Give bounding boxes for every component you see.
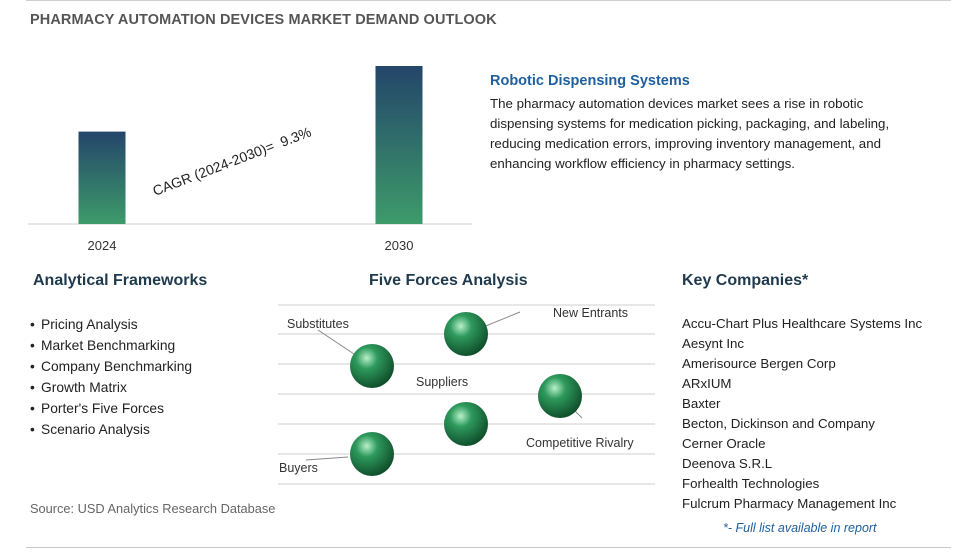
cagr-annotation: CAGR (2024-2030)= 9.3% xyxy=(150,123,313,198)
five-forces-diagram: Substitutes New Entrants Suppliers Compe… xyxy=(278,304,655,485)
list-item: Growth Matrix xyxy=(30,377,192,398)
companies-title: Key Companies* xyxy=(682,272,809,289)
full-list-note: *- Full list available in report xyxy=(723,521,877,535)
source-note: Source: USD Analytics Research Database xyxy=(30,501,276,516)
x-tick-2030: 2030 xyxy=(385,238,414,253)
list-item: Deenova S.R.L xyxy=(682,456,773,471)
sphere-buyers xyxy=(350,432,394,476)
list-item: Pricing Analysis xyxy=(30,314,192,335)
list-item: Amerisource Bergen Corp xyxy=(682,356,836,371)
list-item: Market Benchmarking xyxy=(30,335,192,356)
list-item: Accu-Chart Plus Healthcare Systems Inc xyxy=(682,316,923,331)
label-new-entrants: New Entrants xyxy=(553,306,628,320)
sphere-new-entrants xyxy=(444,312,488,356)
list-item: Fulcrum Pharmacy Management Inc xyxy=(682,496,897,511)
label-suppliers: Suppliers xyxy=(416,375,468,389)
bar-2024 xyxy=(78,131,126,224)
list-item: Scenario Analysis xyxy=(30,419,192,440)
list-item: Forhealth Technologies xyxy=(682,476,820,491)
page-title: PHARMACY AUTOMATION DEVICES MARKET DEMAN… xyxy=(30,12,497,28)
list-item: Company Benchmarking xyxy=(30,356,192,377)
bottom-divider xyxy=(26,547,951,548)
list-item: Becton, Dickinson and Company xyxy=(682,416,875,431)
label-competitive-rivalry: Competitive Rivalry xyxy=(526,436,634,450)
list-item: ARxIUM xyxy=(682,376,732,391)
sphere-substitutes xyxy=(350,344,394,388)
x-tick-2024: 2024 xyxy=(88,238,117,253)
sphere-suppliers xyxy=(444,402,488,446)
bar-chart: 2024 2030 CAGR (2024-2030)= 9.3% xyxy=(28,66,472,253)
frameworks-title: Analytical Frameworks xyxy=(33,272,208,289)
feature-title: Robotic Dispensing Systems xyxy=(490,73,690,89)
label-substitutes: Substitutes xyxy=(287,317,349,331)
list-item: Porter's Five Forces xyxy=(30,398,192,419)
feature-description: The pharmacy automation devices market s… xyxy=(490,96,890,171)
bar-2030 xyxy=(375,66,423,224)
list-item: Cerner Oracle xyxy=(682,436,766,451)
frameworks-list: Pricing Analysis Market Benchmarking Com… xyxy=(30,314,192,440)
list-item: Aesynt Inc xyxy=(682,336,745,351)
sphere-rivalry xyxy=(538,374,582,418)
five-forces-title: Five Forces Analysis xyxy=(369,272,528,289)
top-divider xyxy=(26,0,951,1)
label-buyers: Buyers xyxy=(279,461,318,475)
companies-list: Accu-Chart Plus Healthcare Systems Inc A… xyxy=(682,314,922,514)
list-item: Baxter xyxy=(682,396,721,411)
